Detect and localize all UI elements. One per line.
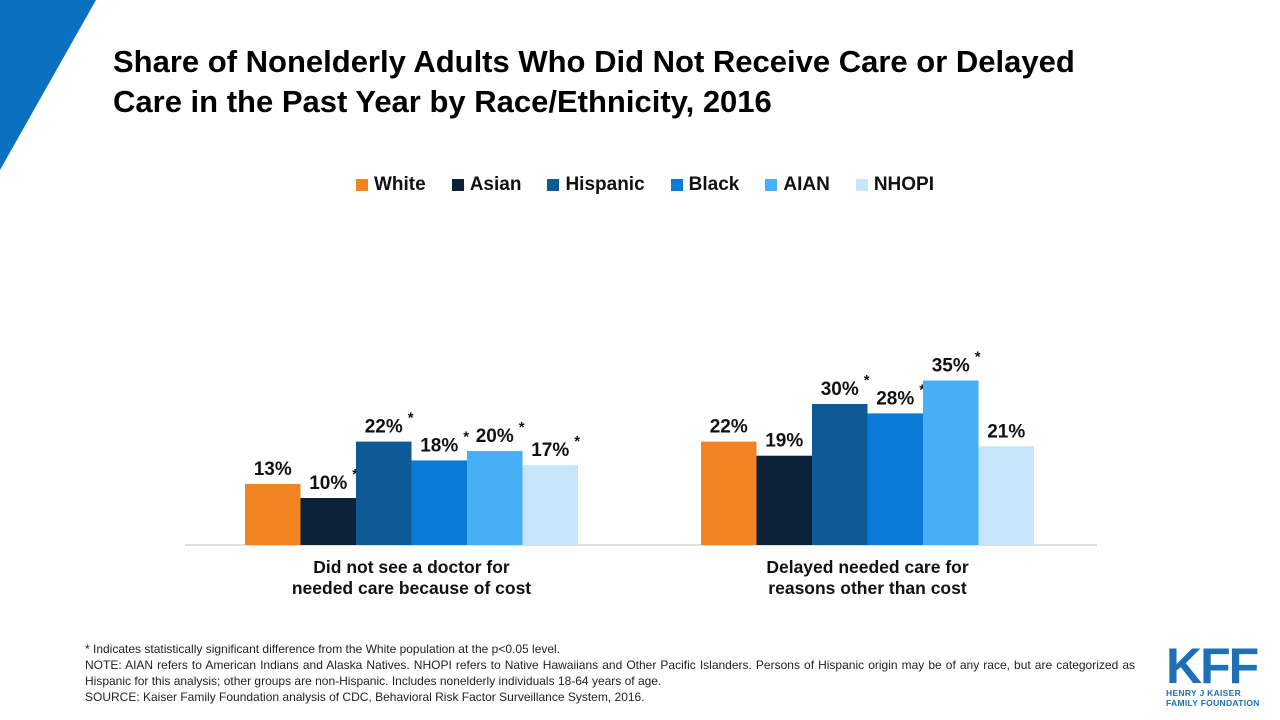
significance-marker: * [919,381,925,398]
bar-nhopi-2 [978,446,1034,545]
significance-note: * Indicates statistically significant di… [85,642,561,656]
legend-label: White [373,174,426,195]
bar-aian-2 [923,380,979,545]
data-label: 18% [420,435,458,456]
data-label: 21% [987,421,1025,442]
data-label: 30% [821,379,859,400]
legend-swatch [670,179,683,191]
data-label: 17% [531,440,569,461]
legend-item-asian: Asian [451,174,522,196]
data-label: 20% [476,426,514,447]
legend-label: Black [688,174,740,195]
significance-marker: * [519,419,525,436]
bar-aian-1 [467,451,523,545]
data-label: 10% [309,473,347,494]
legend-label: NHOPI [873,174,934,195]
significance-marker: * [864,372,870,389]
bar-black-2 [867,413,923,545]
logo-line-2: FAMILY FOUNDATION [1166,698,1260,708]
kff-logo: KFF HENRY J KAISER FAMILY FOUNDATION [1166,638,1266,708]
x-tick-label: Delayed needed care for [766,557,968,577]
legend-item-aian: AIAN [765,174,830,196]
data-label: 22% [710,417,748,438]
legend-item-nhopi: NHOPI [855,174,934,196]
logo-mark: KFF [1166,638,1259,694]
bar-asian-2 [756,455,812,545]
legend-label: Asian [469,174,522,195]
bar-nhopi-1 [522,465,578,545]
significance-marker: * [408,410,414,427]
x-tick-label: reasons other than cost [768,578,967,598]
footnotes: * Indicates statistically significant di… [85,641,1135,705]
significance-marker: * [463,428,469,445]
chart-legend: White Asian Hispanic Black AIAN NHOPI [0,174,1280,196]
data-label: 13% [254,459,292,480]
bar-white-1 [245,483,301,545]
legend-swatch [765,179,778,191]
corner-accent-triangle [0,0,96,170]
significance-marker: * [352,466,358,483]
bar-hispanic-1 [356,441,412,545]
logo-line-1: HENRY J KAISER [1166,688,1242,698]
legend-label: Hispanic [565,174,645,195]
legend-swatch [451,179,464,191]
significance-marker: * [574,433,580,450]
source-note: SOURCE: Kaiser Family Foundation analysi… [85,690,645,704]
legend-label: AIAN [783,174,830,195]
x-tick-label: Did not see a doctor for [313,557,510,577]
data-label: 19% [765,431,803,452]
bar-asian-1 [300,498,356,545]
x-tick-label: needed care because of cost [292,578,531,598]
bar-black-1 [411,460,467,545]
data-label: 28% [876,388,914,409]
data-label: 22% [365,417,403,438]
legend-swatch [855,179,868,191]
significance-marker: * [975,349,981,366]
legend-swatch [547,179,560,191]
legend-swatch [355,179,368,191]
definitions-note: NOTE: AIAN refers to American Indians an… [85,658,1135,688]
bar-white-2 [701,441,757,545]
chart-title: Share of Nonelderly Adults Who Did Not R… [113,44,1075,119]
data-label: 35% [932,356,970,377]
legend-item-black: Black [670,174,740,196]
bar-hispanic-2 [812,404,868,545]
legend-item-hispanic: Hispanic [547,174,645,196]
legend-item-white: White [355,174,426,196]
